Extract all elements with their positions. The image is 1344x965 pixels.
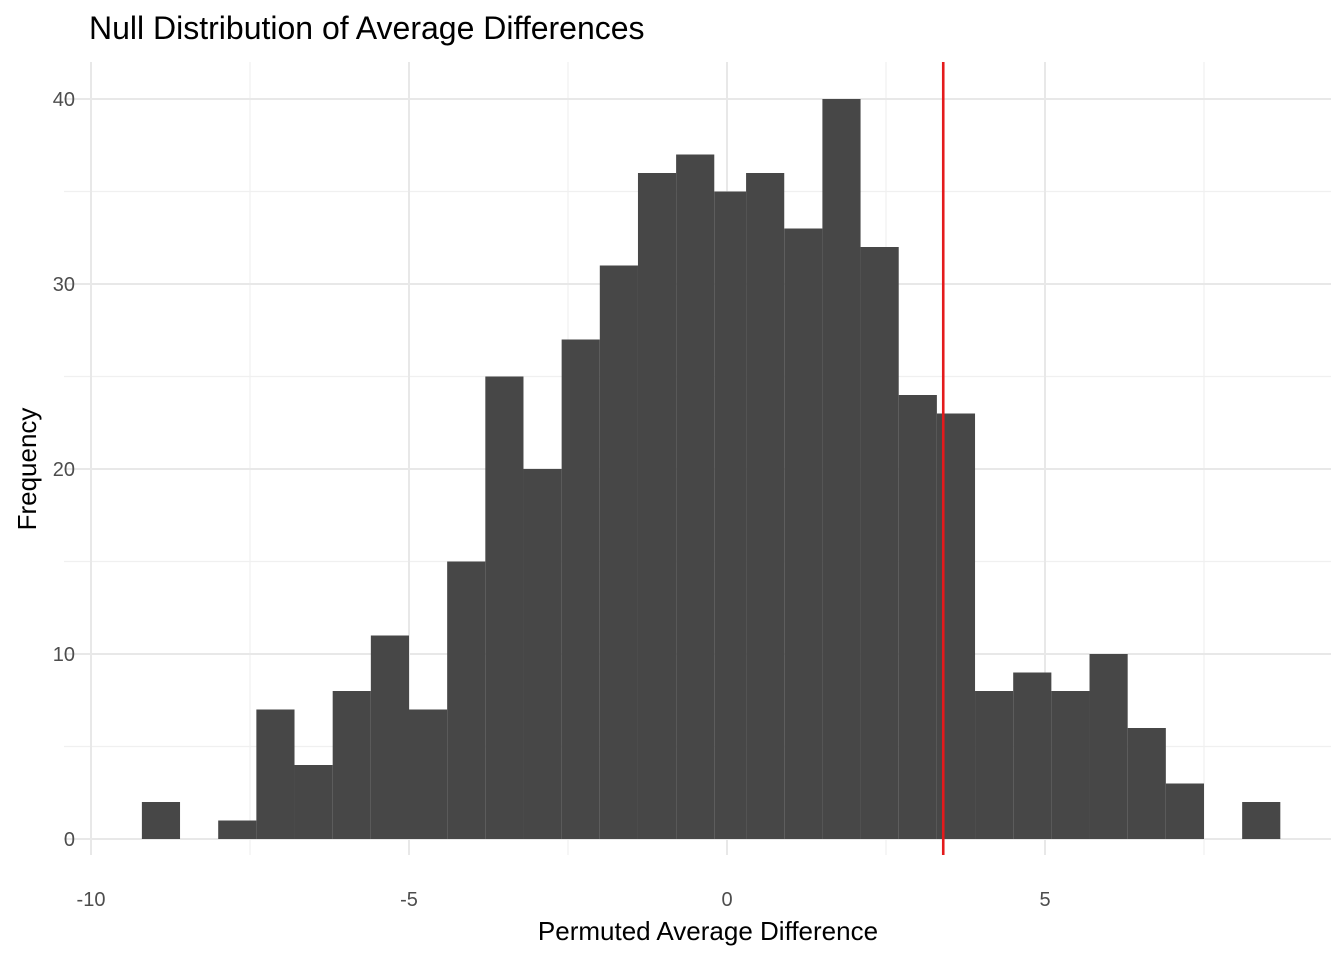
x-tick-label: -5 <box>400 889 418 911</box>
histogram-bar <box>447 561 486 839</box>
histogram-bar <box>975 691 1014 839</box>
histogram-bar <box>561 339 600 839</box>
histogram-bar <box>370 635 409 839</box>
histogram-bar <box>860 247 899 839</box>
histogram-bar <box>898 395 937 839</box>
x-tick-label: -10 <box>77 889 106 911</box>
histogram-bar <box>1051 691 1090 839</box>
histogram-bar <box>822 99 861 839</box>
histogram-bar <box>141 802 181 839</box>
histogram-bar <box>523 469 562 839</box>
y-tick-label: 20 <box>53 459 75 481</box>
x-tick-label: 0 <box>721 889 732 911</box>
histogram-bar <box>637 173 677 839</box>
bar-layer <box>141 99 1281 839</box>
histogram-bar <box>218 820 257 839</box>
histogram-bar <box>714 191 747 839</box>
x-tick-label: 5 <box>1039 889 1050 911</box>
histogram-bar <box>485 376 524 839</box>
x-axis-title: Permuted Average Difference <box>538 916 878 946</box>
histogram-bar <box>746 173 785 839</box>
histogram-bar <box>1242 802 1281 839</box>
histogram-bar <box>784 228 823 839</box>
histogram-bar <box>332 691 371 839</box>
x-tick-labels: -10 -5 0 5 <box>77 889 1051 911</box>
histogram-bar <box>1089 654 1128 839</box>
y-tick-label: 10 <box>53 644 75 666</box>
histogram-bar <box>256 709 295 839</box>
y-tick-labels: 0 10 20 30 40 <box>53 89 75 851</box>
y-tick-label: 40 <box>53 89 75 111</box>
y-axis-title: Frequency <box>12 408 42 531</box>
histogram-bar <box>1127 728 1166 839</box>
histogram-bar <box>1165 783 1204 839</box>
histogram-bar <box>294 765 333 839</box>
y-tick-label: 0 <box>64 829 75 851</box>
histogram-bar <box>1013 672 1052 839</box>
histogram-bar <box>676 154 715 839</box>
histogram-bar <box>599 265 638 839</box>
chart-title: Null Distribution of Average Differences <box>89 10 645 46</box>
y-tick-label: 30 <box>53 274 75 296</box>
histogram-bar <box>409 709 448 839</box>
